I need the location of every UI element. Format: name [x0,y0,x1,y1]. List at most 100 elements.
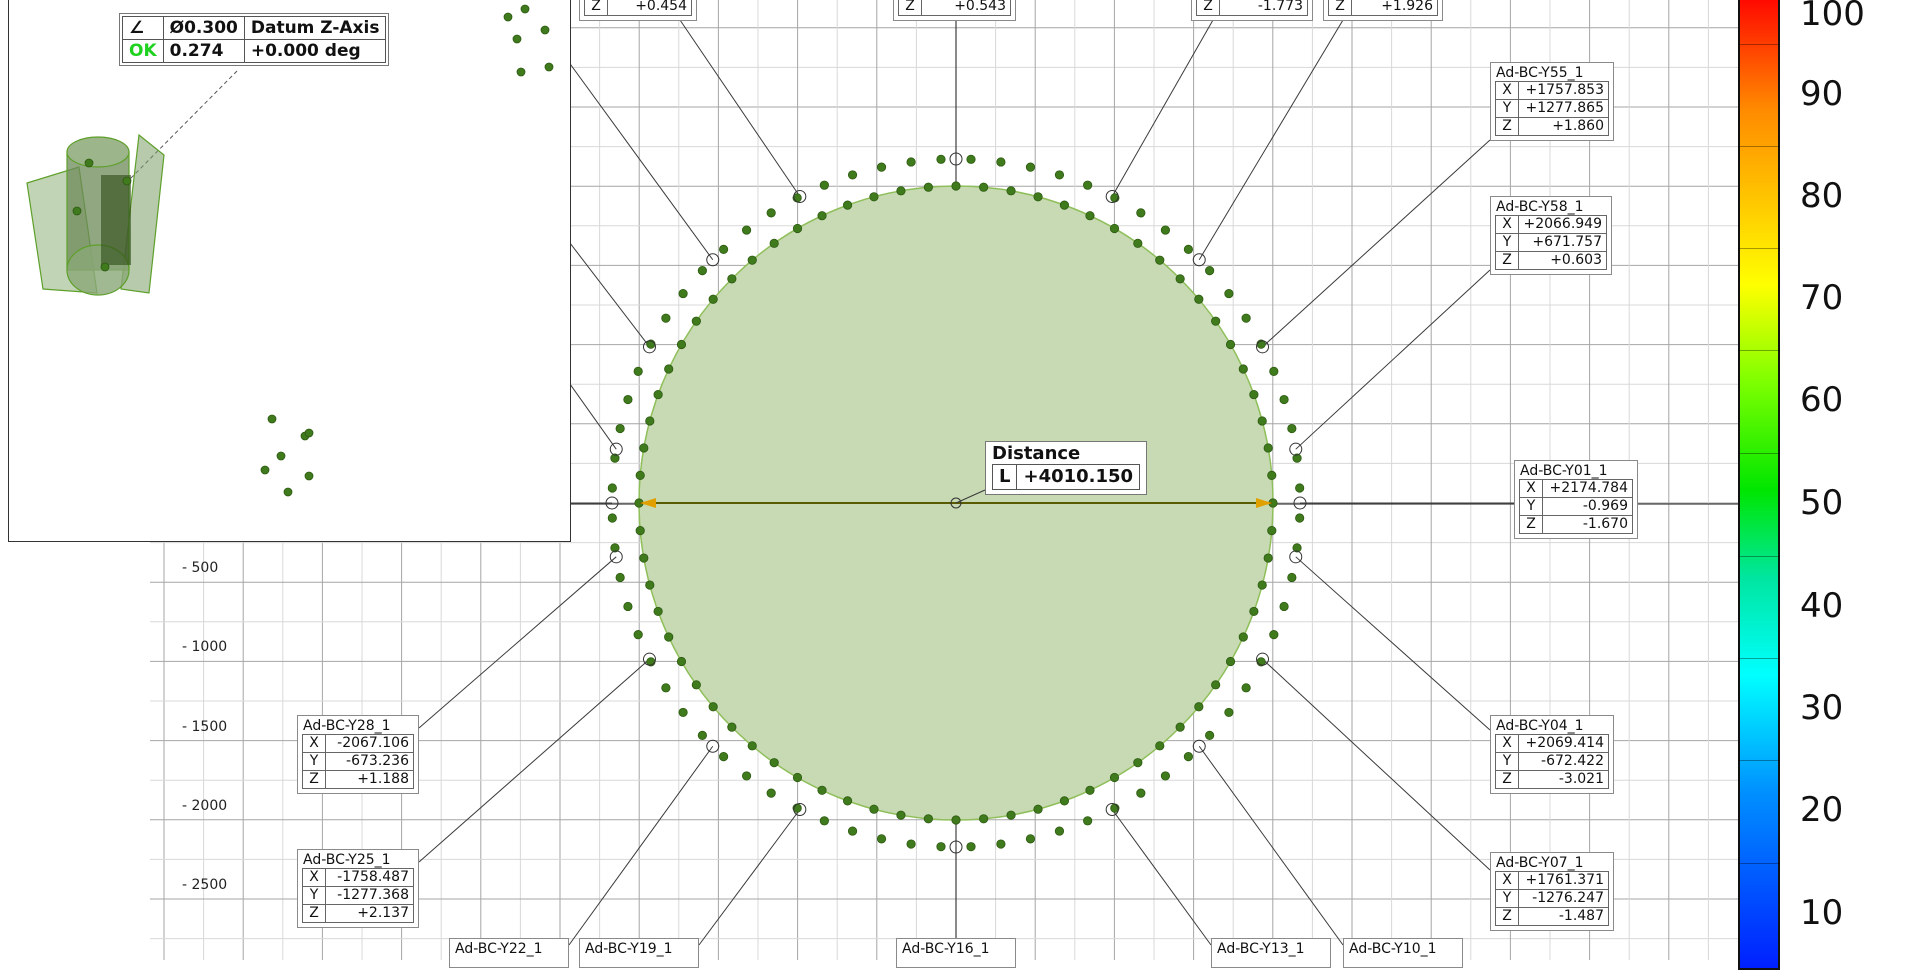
point-label-y25[interactable]: Ad-BC-Y25_1 X -1758.487 Y -1277.368 Z +2.13… [297,849,419,928]
datum-tolerance-frame[interactable]: ∠ Ø0.300 Datum Z-Axis OK 0.274 +0.000 de… [119,13,390,66]
measured-point[interactable] [842,796,853,806]
measured-point[interactable] [1269,366,1279,376]
measured-point[interactable] [936,842,946,852]
measured-point[interactable] [615,572,625,583]
measured-point[interactable] [635,526,645,536]
measured-point[interactable] [876,834,887,844]
measured-point[interactable] [769,238,779,248]
measured-point[interactable] [869,192,879,202]
measured-point[interactable] [817,211,827,221]
selected-point-marker[interactable] [642,340,656,354]
selected-point-marker[interactable] [1105,189,1119,203]
selected-point-marker[interactable] [1289,442,1303,456]
measured-point[interactable] [951,815,961,825]
measured-point[interactable] [1225,656,1236,667]
point-label-top3[interactable]: Z -1.773 [1191,0,1313,21]
measured-point[interactable] [966,154,976,164]
measured-point[interactable] [1155,255,1165,265]
measured-point[interactable] [1025,834,1036,844]
measured-point[interactable] [1085,785,1095,795]
point-label-y10[interactable]: Ad-BC-Y10_1 [1343,938,1463,968]
inset-point[interactable] [304,428,314,438]
measured-point[interactable] [691,316,701,326]
measured-point[interactable] [1054,826,1065,836]
measured-point[interactable] [661,683,671,693]
selected-point-marker[interactable] [949,840,963,854]
measured-point[interactable] [661,313,671,323]
inset-3d-view[interactable]: ∠ Ø0.300 Datum Z-Axis OK 0.274 +0.000 de… [8,0,571,542]
measured-point[interactable] [906,157,916,167]
inset-point[interactable] [503,12,513,22]
measured-point[interactable] [869,804,879,814]
distance-callout[interactable]: Distance L +4010.150 [985,441,1148,495]
measured-point[interactable] [819,816,829,826]
inset-point[interactable] [520,4,530,14]
selected-point-marker[interactable] [1192,253,1206,267]
measured-point[interactable] [1211,316,1221,326]
measured-point[interactable] [792,223,803,234]
measured-point[interactable] [1033,192,1043,202]
point-label-y58[interactable]: Ad-BC-Y58_1 X +2066.949 Y +671.757 Z +0.603 [1490,196,1612,275]
point-label-y19[interactable]: Ad-BC-Y19_1 [579,938,699,968]
inset-point[interactable] [283,487,293,497]
measured-point[interactable] [697,730,707,741]
point-label-top4[interactable]: Z +1.926 [1323,0,1443,21]
measured-point[interactable] [1194,294,1204,304]
measured-point[interactable] [817,785,827,795]
measured-point[interactable] [1287,423,1297,434]
measured-point[interactable] [691,680,701,690]
measured-point[interactable] [1136,208,1146,218]
measured-point[interactable] [607,513,617,523]
measured-point[interactable] [979,182,989,192]
measured-point[interactable] [1083,180,1093,190]
measured-point[interactable] [1194,702,1204,712]
measured-point[interactable] [1257,416,1267,426]
point-label-y16[interactable]: Ad-BC-Y16_1 [896,938,1016,968]
point-label-y28[interactable]: Ad-BC-Y28_1 X -2067.106 Y -673.236 Z +1.188 [297,715,419,794]
measured-point[interactable] [718,244,729,254]
measured-point[interactable] [996,839,1006,849]
measured-point[interactable] [1238,632,1248,642]
point-label-y13[interactable]: Ad-BC-Y13_1 [1211,938,1331,968]
inset-point[interactable] [544,62,554,72]
measured-point[interactable] [819,180,829,190]
measured-point[interactable] [966,842,976,852]
measured-point[interactable] [727,722,737,732]
measured-point[interactable] [741,771,752,781]
point-label-y22[interactable]: Ad-BC-Y22_1 [449,938,569,968]
measured-point[interactable] [1175,274,1185,284]
inset-point[interactable] [276,451,286,461]
measured-point[interactable] [1211,680,1221,690]
selected-point-marker[interactable] [1289,550,1303,564]
measured-point[interactable] [1109,772,1120,783]
measured-point[interactable] [607,483,617,493]
measured-point[interactable] [635,470,645,480]
selected-point-marker[interactable] [706,253,720,267]
measured-point[interactable] [747,255,757,265]
selected-point-marker[interactable] [1293,496,1307,510]
measured-point[interactable] [1249,389,1259,400]
measured-point[interactable] [766,788,776,798]
measured-point[interactable] [1292,453,1302,463]
measured-point[interactable] [718,752,729,762]
measured-point[interactable] [664,632,674,642]
inset-point[interactable] [304,471,314,481]
measured-point[interactable] [610,543,620,553]
measured-point[interactable] [623,394,633,405]
selected-point-marker[interactable] [949,152,963,166]
measured-point[interactable] [1224,707,1234,718]
selected-point-marker[interactable] [605,496,619,510]
measured-point[interactable] [1160,225,1171,235]
measured-point[interactable] [653,389,663,400]
measured-point[interactable] [1136,788,1146,798]
measured-point[interactable] [1059,200,1070,210]
measured-point[interactable] [678,707,688,718]
measured-points[interactable] [605,152,1307,854]
measured-point[interactable] [633,630,643,640]
measured-point[interactable] [1257,580,1267,590]
measured-point[interactable] [653,606,663,617]
selected-point-marker[interactable] [793,189,807,203]
measured-point[interactable] [747,741,757,751]
measured-point[interactable] [1295,513,1305,523]
measured-point[interactable] [1205,730,1215,741]
